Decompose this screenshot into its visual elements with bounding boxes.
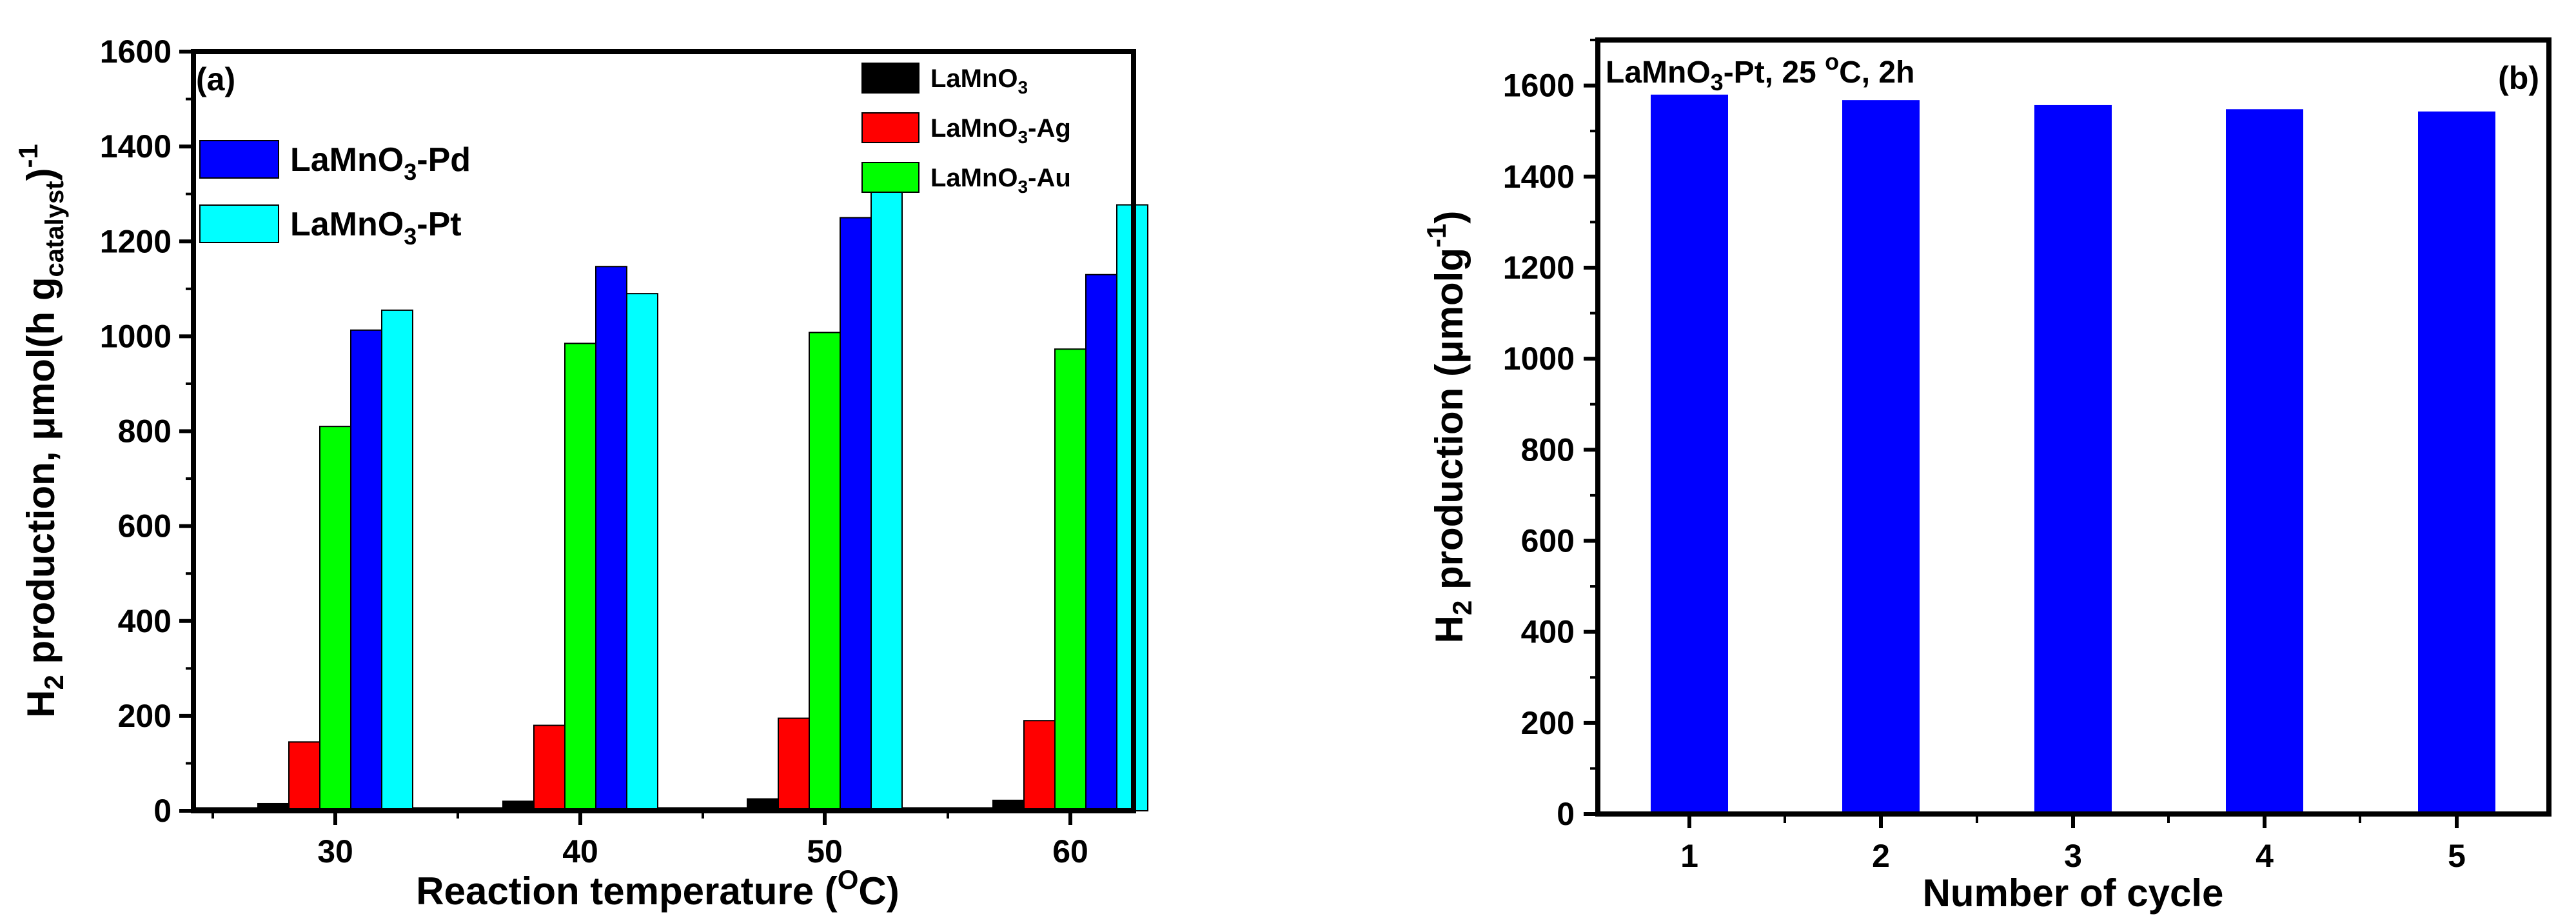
x-tick-label: 50 xyxy=(807,833,843,869)
panel-b-label: (b) xyxy=(2498,60,2539,96)
bar-ag-30 xyxy=(288,741,320,811)
legend-label: LaMnO3-Ag xyxy=(930,114,1071,147)
x-tick-label: 1 xyxy=(1680,838,1698,874)
x-tick-label: 5 xyxy=(2448,838,2466,874)
y-tick-label: 1400 xyxy=(100,128,172,164)
y-tick-label: 800 xyxy=(1521,432,1575,468)
bar-cycle-1 xyxy=(1651,94,1728,814)
y-tick-label: 400 xyxy=(1521,614,1575,650)
bar-ag-50 xyxy=(778,717,810,811)
x-tick-label: 3 xyxy=(2064,838,2082,874)
legend-label: LaMnO3-Pt xyxy=(290,206,462,250)
bar-ag-40 xyxy=(533,724,565,812)
panel-a-label: (a) xyxy=(196,61,235,97)
y-tick-label: 1200 xyxy=(100,223,172,259)
panel-a-y-axis: 0 200 400 600 800 1000 1200 1400 1600 xyxy=(100,34,193,829)
bar-cycle-3 xyxy=(2034,104,2112,815)
panel-a-chart: 0 200 400 600 800 1000 1200 1400 1600 30 40 50 60 (… xyxy=(13,34,1148,913)
bar-pd-50 xyxy=(840,217,872,811)
bar-cycle-5 xyxy=(2418,111,2495,815)
bar-pt-50 xyxy=(870,173,903,811)
panel-b-bars xyxy=(1651,94,2495,815)
panel-a-legend: LaMnO3 LaMnO3-Ag LaMnO3-Au LaMnO3-Pd LaMnO3-… xyxy=(199,63,1071,250)
legend-label: LaMnO3-Pd xyxy=(290,141,471,185)
bar-au-30 xyxy=(319,426,351,811)
y-tick-label: 0 xyxy=(1557,796,1575,832)
y-tick-label: 0 xyxy=(153,793,172,829)
panel-a-x-axis: 30 40 50 60 xyxy=(211,811,1088,869)
x-tick-label: 30 xyxy=(317,833,353,869)
bar-cycle-4 xyxy=(2226,109,2303,815)
bar-pd-40 xyxy=(595,266,627,812)
y-tick-label: 1200 xyxy=(1503,250,1575,286)
y-tick-label: 1600 xyxy=(100,34,172,70)
bar-cycle-2 xyxy=(1842,100,1920,814)
bar-ag-60 xyxy=(1023,720,1056,811)
legend-label: LaMnO3-Au xyxy=(930,164,1071,197)
bar-au-50 xyxy=(809,332,841,811)
bar-au-60 xyxy=(1054,348,1086,811)
bar-pt-40 xyxy=(626,293,658,811)
y-tick-label: 1000 xyxy=(1503,341,1575,377)
x-tick-label: 60 xyxy=(1052,833,1088,869)
y-tick-label: 600 xyxy=(118,508,172,544)
panel-b-annotation: LaMnO3-Pt, 25 oC, 2h xyxy=(1606,48,1914,95)
y-tick-label: 1400 xyxy=(1503,159,1575,195)
bar-pd-30 xyxy=(350,329,382,811)
y-tick-label: 200 xyxy=(118,698,172,734)
legend-swatch xyxy=(861,112,919,143)
y-tick-label: 200 xyxy=(1521,705,1575,741)
y-tick-label: 1000 xyxy=(100,318,172,354)
legend-swatch xyxy=(199,204,279,243)
panel-b-x-axis: 1 2 3 4 5 xyxy=(1680,814,2466,874)
panel-b-y-axis: 0 200 400 600 800 1000 1200 1400 1600 xyxy=(1503,39,1598,832)
panel-b-x-axis-title: Number of cycle xyxy=(1923,871,2224,915)
x-tick-label: 40 xyxy=(562,833,598,869)
panel-b-y-axis-title: H2 production (μmolg-1) xyxy=(1421,211,1477,644)
bar-au-40 xyxy=(564,342,596,811)
y-tick-label: 400 xyxy=(118,603,172,639)
x-tick-label: 2 xyxy=(1872,838,1890,874)
legend-label: LaMnO3 xyxy=(930,65,1028,97)
y-tick-label: 600 xyxy=(1521,522,1575,559)
panel-a-bars xyxy=(193,173,1148,812)
legend-swatch xyxy=(199,140,279,179)
y-tick-label: 1600 xyxy=(1503,68,1575,104)
panel-a-x-axis-title: Reaction temperature (OC) xyxy=(416,864,899,913)
legend-swatch xyxy=(861,63,919,94)
bar-pt-30 xyxy=(381,309,413,811)
panel-a-y-axis-title: H2 production, μmol(h gcatalyst)-1 xyxy=(13,144,69,718)
y-tick-label: 800 xyxy=(118,413,172,450)
x-tick-label: 4 xyxy=(2256,838,2274,874)
legend-swatch xyxy=(861,162,919,193)
panel-b-chart: 0 200 400 600 800 1000 1200 1400 1600 1 2 3 4 5 LaMn… xyxy=(1421,37,2551,915)
bar-pd-60 xyxy=(1085,273,1117,811)
